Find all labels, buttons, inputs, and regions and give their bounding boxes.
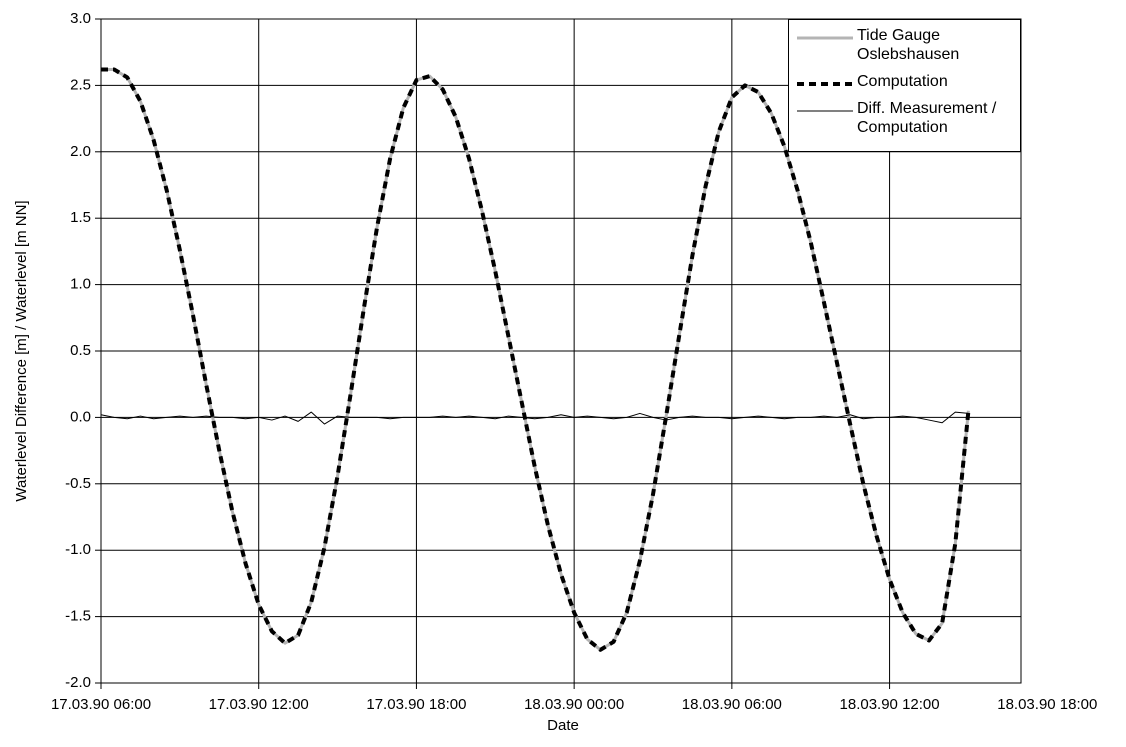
y-tick-label: 2.0 xyxy=(70,143,91,160)
legend-label: Tide Gauge Oslebshausen xyxy=(857,27,960,63)
y-tick-label: 2.5 xyxy=(70,76,91,93)
x-tick-label: 17.03.90 18:00 xyxy=(366,696,466,713)
y-tick-label: -2.0 xyxy=(65,674,91,691)
y-tick-label: -1.0 xyxy=(65,541,91,558)
plot-frame xyxy=(100,18,1022,684)
x-tick-label: 18.03.90 18:00 xyxy=(997,696,1097,713)
x-tick-label: 17.03.90 12:00 xyxy=(209,696,309,713)
y-tick-label: -0.5 xyxy=(65,475,91,492)
legend-entry: Diff. Measurement / Computation xyxy=(793,99,1016,137)
x-tick-label: 17.03.90 06:00 xyxy=(51,696,151,713)
y-axis-label: Waterlevel Difference [m] / Waterlevel [… xyxy=(13,200,30,501)
legend-key xyxy=(797,82,853,86)
x-tick-label: 18.03.90 00:00 xyxy=(524,696,624,713)
legend-label: Computation xyxy=(857,73,948,90)
legend-entry: Tide Gauge Oslebshausen xyxy=(793,26,1016,64)
series-line xyxy=(101,67,971,652)
y-tick-label: 3.0 xyxy=(70,10,91,27)
y-tick-label: 0.5 xyxy=(70,342,91,359)
legend-key xyxy=(797,110,853,112)
series-line xyxy=(100,411,969,425)
y-tick-label: 1.0 xyxy=(70,276,91,293)
legend-entry: Computation xyxy=(793,72,1016,91)
x-axis-label: Date xyxy=(547,717,579,734)
y-tick-label: -1.5 xyxy=(65,608,91,625)
y-tick-label: 0.0 xyxy=(70,408,91,425)
legend-label: Diff. Measurement / Computation xyxy=(857,100,997,136)
legend: Tide Gauge Oslebshausen Computation Diff. … xyxy=(788,19,1021,152)
legend-key xyxy=(797,36,853,40)
y-tick-label: 1.5 xyxy=(70,209,91,226)
x-tick-label: 18.03.90 12:00 xyxy=(840,696,940,713)
x-tick-label: 18.03.90 06:00 xyxy=(682,696,782,713)
